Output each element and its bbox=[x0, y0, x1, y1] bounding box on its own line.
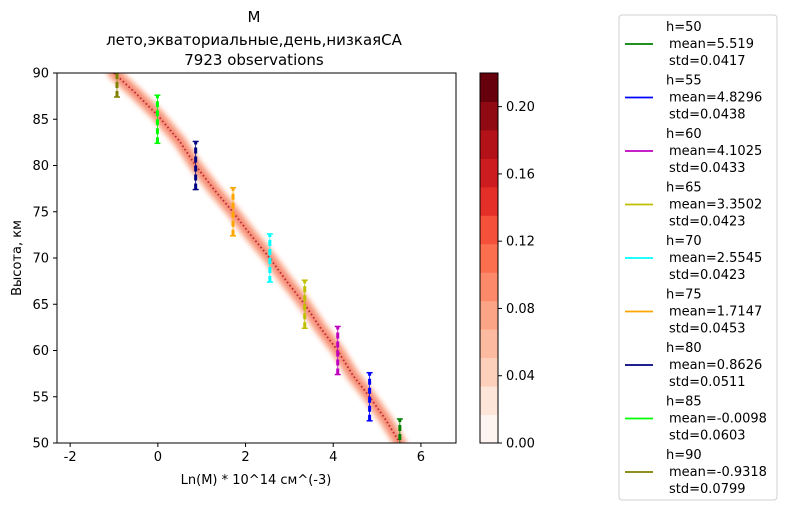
y-tick-label: 65 bbox=[32, 298, 49, 313]
colorbar-tick-label: 0.16 bbox=[506, 167, 535, 182]
colorbar-level bbox=[480, 243, 498, 273]
plot-area bbox=[106, 73, 408, 443]
legend-item-h60: h=60 mean=4.1025 std=0.0433 bbox=[625, 127, 762, 176]
y-tick-label: 70 bbox=[32, 252, 49, 267]
legend-label: h=75 bbox=[666, 288, 702, 303]
error-bars bbox=[113, 73, 403, 443]
colorbar-tick-label: 0.04 bbox=[506, 369, 535, 384]
legend-std: std=0.0511 bbox=[669, 375, 746, 390]
legend-label: h=50 bbox=[666, 20, 702, 35]
colorbar-tick-label: 0.00 bbox=[506, 437, 535, 452]
error-bar-h50 bbox=[396, 418, 403, 443]
legend-std: std=0.0423 bbox=[669, 215, 746, 230]
legend-mean: mean=4.8296 bbox=[669, 91, 762, 106]
x-tick-label: 6 bbox=[417, 450, 425, 465]
legend-std: std=0.0453 bbox=[669, 322, 746, 337]
error-bar-h75 bbox=[230, 186, 237, 237]
colorbar-level bbox=[480, 101, 498, 131]
chart-title-line-3: 7923 observations bbox=[184, 51, 324, 69]
error-bar-h60 bbox=[334, 325, 341, 376]
error-bar-h55 bbox=[366, 371, 373, 422]
legend-std: std=0.0799 bbox=[669, 482, 746, 497]
legend-label: h=85 bbox=[666, 395, 702, 410]
legend-label: h=80 bbox=[666, 341, 702, 356]
error-bar-h65 bbox=[301, 279, 308, 330]
legend-item-h65: h=65 mean=3.3502 std=0.0423 bbox=[625, 181, 762, 230]
colorbar-level bbox=[480, 386, 498, 416]
legend-frame bbox=[618, 14, 778, 501]
colorbar-tick-label: 0.12 bbox=[506, 235, 535, 250]
legend-mean: mean=3.3502 bbox=[669, 198, 762, 213]
x-tick-label: 0 bbox=[154, 450, 162, 465]
x-axis-label: Ln(M) * 10^14 см^(-3) bbox=[181, 473, 332, 488]
chart-title-line-2: лето,экваториальные,день,низкаяCA bbox=[106, 31, 403, 49]
x-axis-ticks: -2 0 2 4 6 bbox=[64, 443, 425, 465]
y-tick-label: 60 bbox=[32, 344, 49, 359]
legend-label: h=55 bbox=[666, 74, 702, 89]
legend-mean: mean=0.8626 bbox=[669, 358, 762, 373]
legend-std: std=0.0417 bbox=[669, 54, 746, 69]
y-tick-label: 85 bbox=[32, 113, 49, 128]
legend-item-h85: h=85 mean=-0.0098 std=0.0603 bbox=[625, 395, 767, 444]
colorbar: 0.00 0.04 0.08 0.12 0.16 0.20 bbox=[479, 72, 535, 452]
legend: h=50 mean=5.519 std=0.0417 h=55 mean=4.8296 s… bbox=[625, 20, 767, 497]
colorbar-tick-label: 0.20 bbox=[506, 100, 535, 115]
legend-label: h=90 bbox=[666, 448, 702, 463]
colorbar-level bbox=[480, 414, 498, 444]
error-bar-h80 bbox=[192, 140, 199, 191]
legend-label: h=65 bbox=[666, 181, 702, 196]
legend-item-h80: h=80 mean=0.8626 std=0.0511 bbox=[625, 341, 762, 390]
legend-item-h55: h=55 mean=4.8296 std=0.0438 bbox=[625, 74, 762, 123]
error-bar-h85 bbox=[154, 94, 161, 145]
colorbar-frame bbox=[479, 72, 499, 444]
legend-mean: mean=-0.9318 bbox=[669, 465, 767, 480]
y-tick-label: 55 bbox=[32, 390, 49, 405]
y-tick-label: 90 bbox=[32, 67, 49, 82]
colorbar-level bbox=[480, 357, 498, 387]
y-tick-label: 75 bbox=[32, 205, 49, 220]
chart-title-line-1: M bbox=[248, 8, 261, 26]
legend-item-h50: h=50 mean=5.519 std=0.0417 bbox=[625, 20, 754, 69]
legend-mean: mean=4.1025 bbox=[669, 144, 762, 159]
legend-mean: mean=-0.0098 bbox=[669, 412, 767, 427]
y-axis-label: Высота, км bbox=[10, 220, 25, 296]
colorbar-level bbox=[480, 329, 498, 359]
error-bar-h70 bbox=[266, 233, 273, 283]
legend-std: std=0.0433 bbox=[669, 161, 746, 176]
legend-label: h=60 bbox=[666, 127, 702, 142]
legend-item-h70: h=70 mean=2.5545 std=0.0423 bbox=[625, 234, 762, 283]
legend-item-h75: h=75 mean=1.7147 std=0.0453 bbox=[625, 288, 762, 337]
y-axis-ticks: 50 55 60 65 70 75 80 85 90 bbox=[32, 67, 57, 452]
y-tick-label: 80 bbox=[32, 159, 49, 174]
x-tick-label: -2 bbox=[64, 450, 77, 465]
colorbar-level bbox=[480, 129, 498, 159]
x-tick-label: 2 bbox=[241, 450, 249, 465]
legend-label: h=70 bbox=[666, 234, 702, 249]
legend-std: std=0.0423 bbox=[669, 268, 746, 283]
legend-item-h90: h=90 mean=-0.9318 std=0.0799 bbox=[625, 448, 767, 497]
y-tick-label: 50 bbox=[32, 437, 49, 452]
colorbar-level bbox=[480, 272, 498, 302]
colorbar-level bbox=[480, 73, 498, 102]
colorbar-level bbox=[480, 158, 498, 188]
colorbar-level bbox=[480, 215, 498, 245]
colorbar-level bbox=[480, 186, 498, 216]
colorbar-tick-label: 0.08 bbox=[506, 302, 535, 317]
legend-mean: mean=1.7147 bbox=[669, 305, 762, 320]
plot-frame bbox=[56, 72, 457, 444]
legend-std: std=0.0603 bbox=[669, 429, 746, 444]
x-tick-label: 4 bbox=[329, 450, 337, 465]
colorbar-level bbox=[480, 300, 498, 330]
legend-mean: mean=2.5545 bbox=[669, 251, 762, 266]
legend-mean: mean=5.519 bbox=[669, 37, 754, 52]
legend-std: std=0.0438 bbox=[669, 108, 746, 123]
